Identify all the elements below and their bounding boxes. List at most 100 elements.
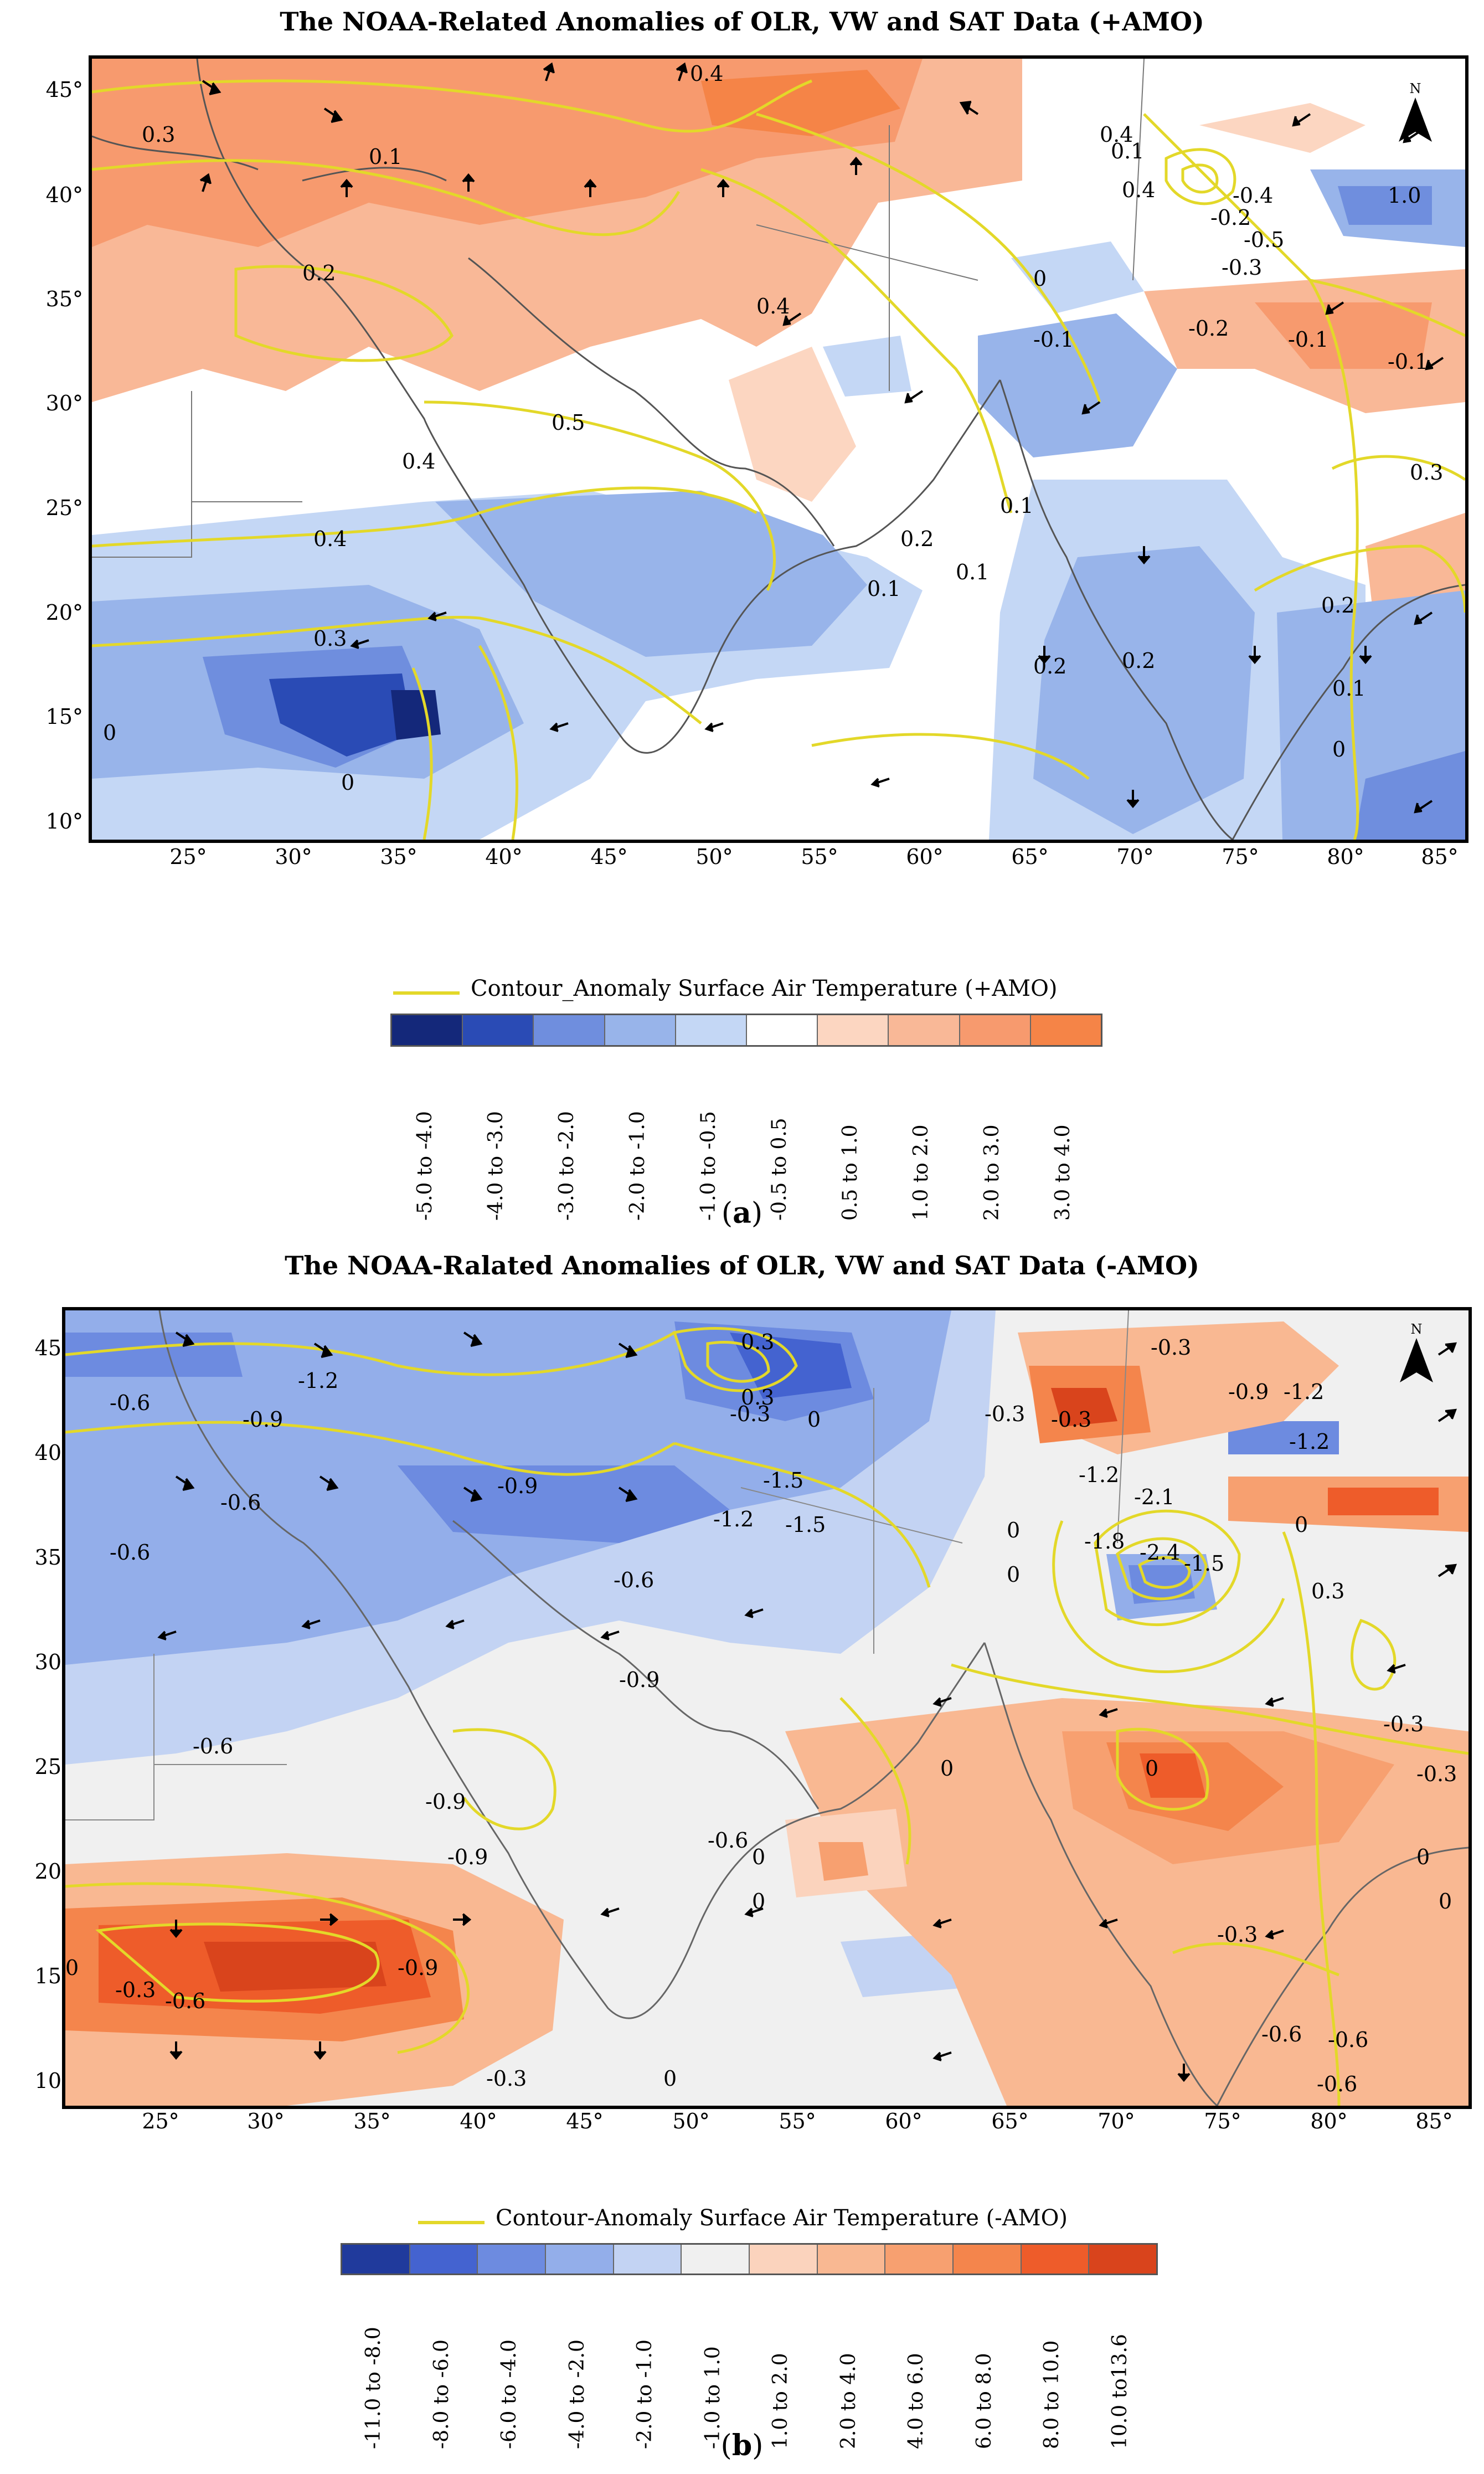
lon-label: 60° (906, 845, 944, 869)
cool-anomaly-region (823, 336, 911, 397)
sat-contours (92, 79, 1465, 840)
colorbar-swatch (889, 1015, 960, 1045)
contour-label: 0.4 (756, 294, 790, 318)
warm-anomaly-region (729, 347, 856, 502)
lon-label: 80° (1327, 845, 1364, 869)
lon-label: 85° (1415, 2109, 1453, 2133)
lat-label: 10° (34, 2069, 72, 2093)
coastline (196, 59, 1001, 754)
contour-label: -0.6 (110, 1391, 150, 1415)
contour-label: -0.6 (708, 1828, 748, 1853)
cool-anomaly-region (65, 1333, 243, 1377)
lat-label: 45° (34, 1336, 72, 1360)
contour-label: 0 (752, 1845, 765, 1869)
contour-label: -0.6 (1261, 2022, 1302, 2046)
lon-label: 80° (1310, 2109, 1348, 2133)
contour-label: -0.1 (1033, 327, 1074, 352)
lon-label: 55° (779, 2109, 816, 2133)
contour-label: 0.2 (900, 527, 934, 551)
lat-label: 40° (34, 1441, 72, 1465)
contour-label: 0 (1295, 1513, 1308, 1537)
lon-label: 35° (353, 2109, 391, 2133)
cool-anomaly-region (391, 690, 441, 740)
contour-label: 0.3 (741, 1330, 774, 1354)
coastline (468, 257, 835, 547)
panel-a-legend-line-swatch (393, 991, 460, 995)
north-arrow-icon: N (1400, 1321, 1433, 1382)
contour-label: -1.5 (785, 1513, 826, 1537)
contour-label: 0.2 (302, 261, 336, 285)
colorbar-swatch (817, 2245, 886, 2274)
contour-label: 0.2 (1122, 649, 1155, 673)
contour-label: -0.3 (985, 1402, 1025, 1426)
contour-label: 0.3 (1311, 1579, 1344, 1603)
contour-label: -0.9 (243, 1407, 283, 1432)
warm-anomaly-region (818, 1842, 868, 1881)
contour-label: 0.1 (867, 577, 900, 601)
lat-label: 25° (45, 496, 83, 520)
panel-b-legend-line-label: Contour-Anomaly Surface Air Temperature … (496, 2205, 1068, 2231)
lon-label: 65° (991, 2109, 1029, 2133)
lon-label: 70° (1116, 845, 1154, 869)
colorbar-swatch (534, 1015, 605, 1045)
cool-anomaly-region (1338, 186, 1432, 225)
contour-label: 0.1 (956, 560, 989, 584)
colorbar-swatch (478, 2245, 547, 2274)
contour-label: 0.4 (1100, 122, 1133, 147)
coastline (983, 1642, 1218, 2106)
panel-b-colorbar (341, 2243, 1158, 2275)
panel-a-map: 0.4 0.1 0.3 0.2 0.4 0.5 0.4 0.4 0.3 0.1 … (89, 55, 1468, 843)
panel-a-title: The NOAA-Related Anomalies of OLR, VW an… (280, 7, 1204, 37)
lon-label: 40° (485, 845, 523, 869)
contour-label: -0.9 (1228, 1380, 1269, 1404)
contour-label: -0.1 (1288, 327, 1328, 352)
warm-anomaly-region (204, 1942, 387, 1992)
contour-label: 0.3 (1410, 460, 1443, 485)
north-label: N (1410, 81, 1421, 96)
lat-label: 30° (34, 1650, 72, 1674)
warm-anomaly-region (1140, 1753, 1206, 1798)
border (92, 59, 1145, 558)
north-arrow-icon: N (1399, 81, 1432, 142)
lon-label: 55° (801, 845, 838, 869)
panel-b-title: The NOAA-Ralated Anomalies of OLR, VW an… (285, 1251, 1199, 1280)
colorbar-swatch (410, 2245, 478, 2274)
colorbar-swatch (960, 1015, 1031, 1045)
lon-label: 45° (590, 845, 628, 869)
contour-label: 0 (1007, 1562, 1020, 1587)
panel-a-colorbar (390, 1014, 1102, 1047)
contour-label: 0.4 (690, 61, 723, 86)
lat-label: 15° (45, 704, 83, 729)
coastline (1216, 1847, 1468, 2106)
contour-label: -0.6 (110, 1540, 150, 1565)
contour-label: 0 (341, 770, 354, 795)
warm-anomaly-region (1199, 103, 1366, 153)
contour-label: 0.3 (313, 626, 347, 651)
colorbar-swatch (818, 1015, 889, 1045)
contour-labels: -0.6 -1.2 -0.9 -0.6 -0.6 -0.9 0.3 0.3 0 … (65, 1330, 1457, 2096)
cool-anomaly-region (1228, 1421, 1339, 1454)
contour-label: 0.1 (1111, 139, 1144, 163)
cool-anomaly-region (1033, 546, 1255, 834)
contour-label: 1.0 (1388, 183, 1421, 208)
contour-label: 0.4 (1122, 178, 1155, 202)
contour-label: -1.2 (1289, 1429, 1330, 1454)
contour-label: 0 (663, 2066, 677, 2091)
contour-label: 0.3 (142, 122, 175, 147)
contour-label: -0.6 (1317, 2072, 1357, 2096)
panel-a-legend-line-label: Contour_Anomaly Surface Air Temperature … (471, 976, 1058, 1001)
contour-label: 0 (103, 721, 116, 745)
contour-label: 0.5 (552, 410, 585, 435)
contour-label: -0.9 (447, 1845, 488, 1869)
lon-label: 50° (695, 845, 733, 869)
lon-label: 75° (1204, 2109, 1241, 2133)
colorbar-swatch (954, 2245, 1022, 2274)
cool-anomaly-region (978, 313, 1177, 457)
lon-label: 30° (247, 2109, 285, 2133)
lat-label: 15° (34, 1964, 72, 1988)
contour-label: 0 (940, 1756, 954, 1781)
contour-label: -0.2 (1210, 205, 1251, 230)
colorbar-swatch (750, 2245, 818, 2274)
lon-label: 50° (672, 2109, 710, 2133)
contour-label: -0.6 (220, 1490, 261, 1515)
